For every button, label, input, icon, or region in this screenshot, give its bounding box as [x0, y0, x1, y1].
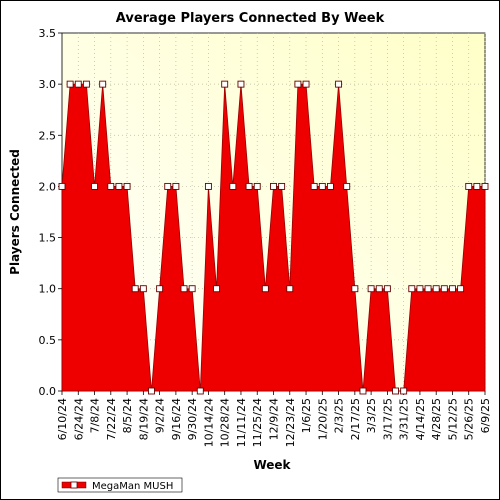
x-tick-label: 8/19/24 [137, 398, 150, 440]
x-tick-label: 3/31/25 [398, 398, 411, 440]
data-point [221, 80, 229, 88]
data-point [310, 182, 318, 190]
x-tick-label: 7/8/24 [89, 398, 102, 433]
y-tick-label: 1.0 [39, 283, 57, 296]
x-tick-label: 1/20/25 [316, 398, 329, 440]
y-tick-label: 0.5 [39, 334, 57, 347]
data-point [343, 182, 351, 190]
data-point [82, 80, 90, 88]
x-axis-label: Week [253, 458, 291, 472]
x-tick-label: 5/12/25 [446, 398, 459, 440]
x-tick-label: 2/3/25 [333, 398, 346, 433]
data-point [172, 182, 180, 190]
y-axis-label: Players Connected [8, 149, 22, 275]
data-point [148, 387, 155, 395]
data-point [473, 182, 481, 190]
data-point [440, 285, 448, 293]
legend-box [57, 477, 183, 493]
x-tick-label: 4/14/25 [414, 398, 427, 440]
data-point [245, 182, 253, 190]
data-point [107, 182, 115, 190]
data-point [278, 182, 286, 190]
data-point [74, 80, 82, 88]
y-tick-label: 2.5 [39, 129, 57, 142]
x-tick-label: 9/2/24 [154, 398, 167, 433]
data-point [457, 285, 465, 293]
x-tick-label: 7/22/24 [105, 398, 118, 440]
data-point [204, 182, 212, 190]
data-point [156, 285, 164, 293]
data-point [465, 182, 473, 190]
legend-label: MegaMan MUSH [92, 481, 173, 492]
y-tick-label: 3.0 [39, 78, 57, 91]
x-tick-label: 6/24/24 [72, 398, 85, 440]
data-point [229, 182, 237, 190]
data-point [180, 285, 188, 293]
x-tick-label: 4/28/25 [430, 398, 443, 440]
data-point [400, 387, 408, 395]
data-point [58, 182, 66, 190]
x-tick-label: 12/9/24 [268, 398, 281, 440]
legend-marker [70, 481, 78, 489]
x-tick-label: 9/30/24 [186, 398, 199, 440]
data-point [131, 285, 139, 293]
data-point [115, 182, 123, 190]
x-tick-label: 8/5/24 [121, 398, 134, 433]
data-point [326, 182, 334, 190]
data-point [318, 182, 326, 190]
series-markers [58, 80, 489, 395]
x-tick-label: 6/9/25 [479, 398, 492, 433]
data-point [367, 285, 375, 293]
data-point [481, 182, 489, 190]
y-axis-ticks: 0.0 0.5 1.0 1.5 2.0 2.5 3.0 3.5 [39, 27, 62, 398]
data-point [99, 80, 107, 88]
data-point [424, 285, 432, 293]
data-point [392, 387, 399, 395]
data-point [294, 80, 302, 88]
x-tick-label: 6/10/24 [56, 398, 69, 440]
data-point [375, 285, 383, 293]
y-tick-label: 1.5 [39, 232, 57, 245]
y-tick-label: 3.5 [39, 27, 57, 40]
data-point [213, 285, 221, 293]
data-point [359, 387, 367, 395]
x-tick-label: 2/17/25 [349, 398, 362, 440]
data-point [302, 80, 310, 88]
x-tick-label: 11/25/24 [251, 398, 264, 447]
data-point [123, 182, 131, 190]
data-point [335, 80, 343, 88]
x-tick-label: 12/23/24 [284, 398, 297, 447]
x-tick-label: 9/16/24 [170, 398, 183, 440]
data-point [164, 182, 172, 190]
x-tick-label: 3/3/25 [365, 398, 378, 433]
data-point [91, 182, 98, 190]
data-point [408, 285, 416, 293]
data-point [196, 387, 204, 395]
data-point [139, 285, 147, 293]
x-tick-label: 5/26/25 [463, 398, 476, 440]
data-point [66, 80, 74, 88]
legend: MegaMan MUSH [57, 477, 183, 493]
data-point [188, 285, 196, 293]
data-point [237, 80, 245, 88]
data-point [416, 285, 424, 293]
data-point [270, 182, 277, 190]
data-point [383, 285, 391, 293]
data-point [261, 285, 269, 293]
y-tick-label: 0.0 [39, 385, 57, 398]
x-tick-label: 10/28/24 [219, 398, 232, 447]
data-point [351, 285, 359, 293]
data-point [432, 285, 440, 293]
x-axis-ticks: 6/10/24 6/24/24 7/8/24 7/22/24 8/5/24 8/19/24… [56, 391, 492, 447]
x-tick-label: 10/14/24 [202, 398, 215, 447]
chart-title: Average Players Connected By Week [116, 11, 385, 26]
x-tick-label: 3/17/25 [381, 398, 394, 440]
x-tick-label: 11/11/24 [235, 398, 248, 447]
data-point [286, 285, 294, 293]
x-tick-label: 1/6/25 [300, 398, 313, 433]
y-tick-label: 2.0 [39, 180, 57, 193]
data-point [253, 182, 261, 190]
data-point [449, 285, 456, 293]
